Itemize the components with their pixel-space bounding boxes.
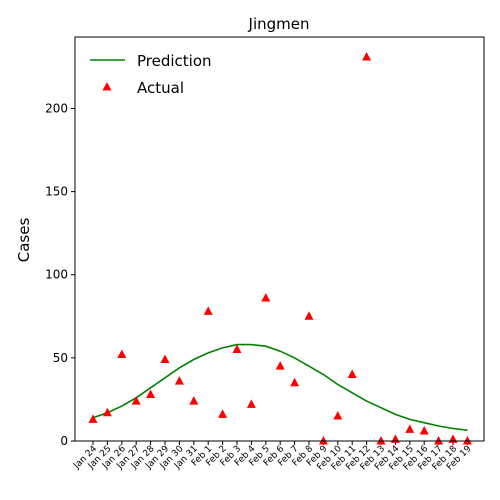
plot-frame bbox=[74, 36, 485, 442]
actual-marker bbox=[131, 396, 141, 405]
actual-marker bbox=[347, 369, 357, 378]
legend-label: Actual bbox=[137, 79, 184, 97]
actual-marker bbox=[160, 354, 170, 364]
y-axis-label: Cases bbox=[15, 218, 33, 263]
actual-marker bbox=[232, 344, 242, 354]
actual-marker bbox=[174, 376, 184, 385]
actual-marker bbox=[448, 434, 458, 443]
actual-marker bbox=[117, 349, 127, 359]
actual-marker bbox=[88, 414, 98, 423]
chart-title: Jingmen bbox=[248, 15, 310, 33]
actual-marker bbox=[102, 407, 112, 417]
actual-marker bbox=[189, 396, 199, 405]
actual-marker bbox=[419, 426, 429, 435]
legend: Prediction Actual bbox=[90, 52, 212, 97]
actual-marker bbox=[390, 434, 400, 443]
actual-marker bbox=[434, 436, 444, 445]
actual-marker bbox=[246, 399, 256, 408]
prediction-line bbox=[92, 343, 468, 431]
actual-marker bbox=[304, 311, 314, 320]
actual-marker bbox=[362, 51, 372, 61]
actual-marker bbox=[290, 377, 300, 387]
y-tick-label: 150 bbox=[45, 185, 68, 199]
actual-marker bbox=[333, 411, 343, 420]
actual-marker bbox=[318, 436, 328, 445]
y-tick-label: 50 bbox=[53, 351, 68, 365]
y-tick-label: 200 bbox=[45, 101, 68, 115]
y-tick-label: 100 bbox=[45, 268, 68, 282]
actual-marker bbox=[405, 424, 415, 433]
legend-marker-swatch bbox=[102, 82, 112, 91]
actual-marker bbox=[376, 436, 386, 445]
legend-label: Prediction bbox=[137, 52, 212, 70]
actual-marker bbox=[261, 293, 271, 302]
actual-marker bbox=[146, 389, 156, 398]
actual-marker bbox=[203, 306, 213, 315]
actual-marker bbox=[275, 361, 285, 370]
y-tick-label: 0 bbox=[60, 434, 68, 448]
actual-marker bbox=[462, 436, 472, 445]
actual-marker bbox=[218, 409, 228, 418]
